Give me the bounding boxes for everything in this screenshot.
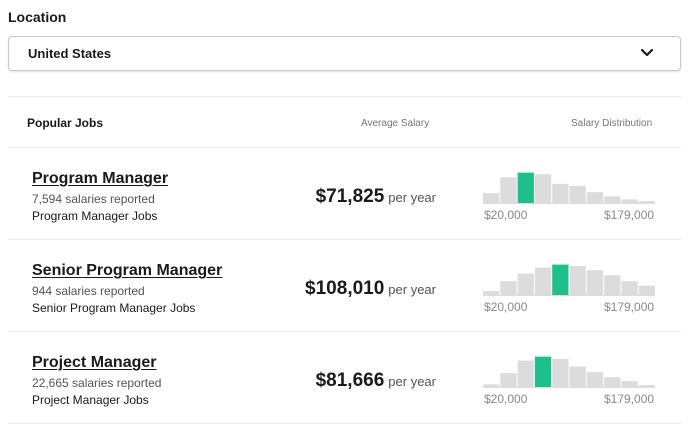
histogram-bar bbox=[638, 385, 655, 387]
histogram-bar bbox=[586, 192, 604, 203]
job-title-link[interactable]: Senior Program Manager bbox=[32, 262, 223, 279]
distribution-max-label: $179,000 bbox=[604, 392, 655, 406]
salaries-reported: 7,594 salaries reported bbox=[32, 192, 155, 206]
salary-unit: per year bbox=[388, 190, 436, 205]
histogram-bar bbox=[534, 267, 552, 295]
job-row: Project Manager 22,665 salaries reported… bbox=[8, 332, 681, 424]
histogram-bar bbox=[638, 285, 655, 295]
table-header: Popular Jobs Average Salary Salary Distr… bbox=[8, 96, 681, 148]
histogram-bar-highlight bbox=[517, 172, 534, 203]
jobs-link[interactable]: Senior Program Manager Jobs bbox=[32, 301, 196, 315]
salary-value: $71,825 bbox=[315, 186, 385, 207]
histogram-bar bbox=[517, 273, 534, 295]
histogram-bar bbox=[534, 174, 552, 203]
histogram-bar bbox=[483, 193, 500, 203]
job-title-link[interactable]: Project Manager bbox=[32, 354, 157, 371]
histogram-bar bbox=[586, 270, 604, 295]
header-salary-distribution: Salary Distribution bbox=[571, 118, 653, 129]
histogram-bar bbox=[621, 281, 638, 295]
location-select[interactable]: United States bbox=[8, 36, 681, 71]
salary-value: $108,010 bbox=[305, 278, 385, 299]
histogram-bar bbox=[500, 281, 517, 295]
average-salary: $81,666 per year bbox=[316, 370, 436, 392]
histogram-bar bbox=[552, 358, 569, 387]
salary-distribution-chart bbox=[483, 264, 655, 295]
salary-distribution-chart bbox=[483, 172, 655, 203]
distribution-min-label: $20,000 bbox=[484, 392, 528, 406]
jobs-link[interactable]: Program Manager Jobs bbox=[32, 209, 158, 223]
salaries-reported: 22,665 salaries reported bbox=[32, 376, 162, 390]
chevron-down-icon bbox=[640, 48, 654, 57]
histogram-bar bbox=[621, 381, 638, 387]
job-row: Program Manager 7,594 salaries reported … bbox=[8, 148, 681, 240]
popular-jobs-table: Popular Jobs Average Salary Salary Distr… bbox=[8, 96, 681, 424]
histogram-bar bbox=[569, 265, 586, 295]
distribution-max-label: $179,000 bbox=[604, 208, 655, 222]
histogram-bar bbox=[483, 291, 500, 295]
job-title-link[interactable]: Program Manager bbox=[32, 170, 169, 187]
distribution-max-label: $179,000 bbox=[604, 300, 655, 314]
histogram-bar bbox=[586, 372, 604, 387]
salary-unit: per year bbox=[388, 374, 436, 389]
salary-unit: per year bbox=[388, 282, 436, 297]
histogram-bar bbox=[621, 199, 638, 203]
histogram-bar bbox=[604, 196, 621, 203]
histogram-bar bbox=[552, 183, 569, 203]
header-average-salary: Average Salary bbox=[361, 118, 430, 129]
histogram-bar bbox=[500, 177, 517, 203]
header-popular-jobs: Popular Jobs bbox=[27, 116, 104, 130]
histogram-baseline bbox=[483, 387, 655, 388]
histogram-bar bbox=[638, 201, 655, 203]
salary-distribution-chart bbox=[483, 356, 655, 387]
salaries-reported: 944 salaries reported bbox=[32, 284, 145, 298]
job-row: Senior Program Manager 944 salaries repo… bbox=[8, 240, 681, 332]
average-salary: $71,825 per year bbox=[316, 186, 436, 208]
location-label: Location bbox=[8, 9, 67, 25]
average-salary: $108,010 per year bbox=[305, 278, 436, 300]
histogram-bar bbox=[604, 377, 621, 387]
histogram-bar-highlight bbox=[552, 264, 569, 295]
distribution-min-label: $20,000 bbox=[484, 208, 528, 222]
histogram-bar bbox=[483, 384, 500, 387]
jobs-link[interactable]: Project Manager Jobs bbox=[32, 393, 149, 407]
distribution-min-label: $20,000 bbox=[484, 300, 528, 314]
histogram-bar bbox=[569, 366, 586, 387]
histogram-baseline bbox=[483, 295, 655, 296]
histogram-baseline bbox=[483, 203, 655, 204]
histogram-bar bbox=[517, 360, 534, 387]
histogram-bar bbox=[569, 185, 586, 203]
histogram-bar bbox=[604, 275, 621, 295]
location-value: United States bbox=[28, 46, 112, 61]
salary-value: $81,666 bbox=[315, 370, 385, 391]
histogram-bar bbox=[500, 373, 517, 387]
histogram-bar-highlight bbox=[534, 356, 552, 387]
